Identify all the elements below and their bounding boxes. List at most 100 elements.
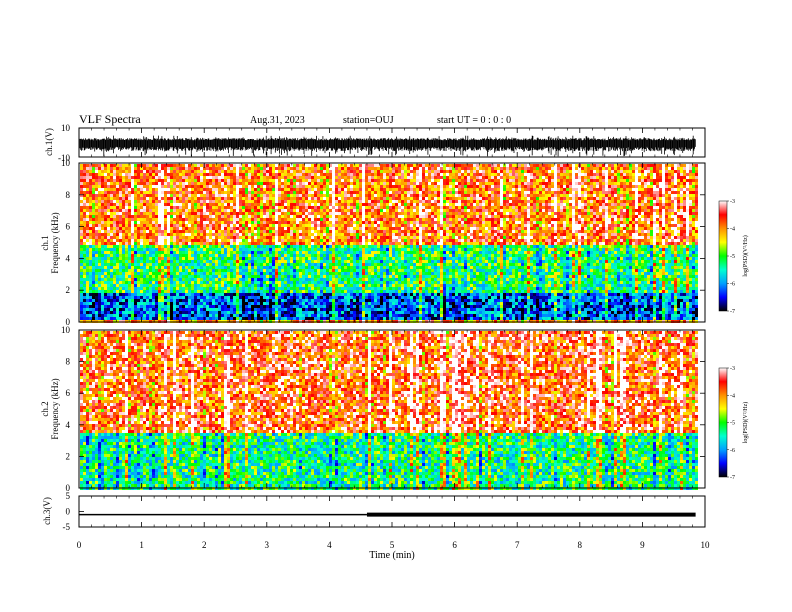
spectrogram-cell	[101, 305, 104, 308]
spectrogram-cell	[218, 260, 221, 263]
spectrogram-cell	[143, 281, 146, 284]
spectrogram-cell	[110, 188, 113, 191]
spectrogram-cell	[155, 209, 158, 212]
spectrogram-cell	[203, 248, 206, 251]
spectrogram-cell	[260, 308, 263, 311]
spectrogram-cell	[215, 317, 218, 320]
spectrogram-cell	[242, 317, 245, 320]
spectrogram-cell	[251, 227, 254, 230]
spectrogram-cell	[110, 239, 113, 242]
spectrogram-cell	[140, 170, 143, 173]
spectrogram-cell	[161, 260, 164, 263]
spectrogram-cell	[113, 176, 116, 179]
spectrogram-cell	[260, 302, 263, 305]
spectrogram-cell	[302, 227, 305, 230]
spectrogram-cell	[146, 254, 149, 257]
spectrogram-cell	[89, 296, 92, 299]
spectrogram-cell	[263, 242, 266, 245]
spectrogram-cell	[236, 284, 239, 287]
spectrogram-cell	[227, 287, 230, 290]
spectrogram-cell	[167, 230, 170, 233]
spectrogram-cell	[284, 287, 287, 290]
spectrogram-cell	[155, 176, 158, 179]
spectrogram-cell	[167, 275, 170, 278]
spectrogram-cell	[152, 191, 155, 194]
spectrogram-cell	[260, 275, 263, 278]
spectrogram-cell	[227, 278, 230, 281]
spectrogram-cell	[146, 233, 149, 236]
spectrogram-cell	[203, 173, 206, 176]
spectrogram-cell	[182, 236, 185, 239]
spectrogram-cell	[260, 305, 263, 308]
spectrogram-cell	[254, 263, 257, 266]
spectrogram-cell	[161, 203, 164, 206]
spectrogram-cell	[170, 290, 173, 293]
spectrogram-cell	[287, 224, 290, 227]
spectrogram-cell	[140, 209, 143, 212]
spectrogram-cell	[152, 212, 155, 215]
spectrogram-cell	[278, 203, 281, 206]
spectrogram-cell	[149, 266, 152, 269]
spectrogram-cell	[185, 167, 188, 170]
spectrogram-cell	[218, 254, 221, 257]
spectrogram-cell	[164, 278, 167, 281]
spectrogram-cell	[239, 299, 242, 302]
spectrogram-cell	[248, 248, 251, 251]
spectrogram-cell	[227, 212, 230, 215]
spectrogram-cell	[89, 266, 92, 269]
spectrogram-cell	[86, 182, 89, 185]
spectrogram-cell	[98, 308, 101, 311]
spectrogram-cell	[245, 167, 248, 170]
spectrogram-cell	[149, 314, 152, 317]
spectrogram-cell	[242, 230, 245, 233]
spectrogram-cell	[248, 275, 251, 278]
spectrogram-cell	[137, 287, 140, 290]
spectrogram-cell	[125, 167, 128, 170]
spectrogram-cell	[125, 164, 128, 167]
spectrogram-cell	[242, 176, 245, 179]
spectrogram-cell	[143, 167, 146, 170]
spectrogram-cell	[86, 248, 89, 251]
spectrogram-cell	[101, 200, 104, 203]
spectrogram-cell	[263, 317, 266, 320]
spectrogram-cell	[152, 224, 155, 227]
spectrogram-cell	[131, 302, 134, 305]
spectrogram-cell	[284, 269, 287, 272]
spectrogram-cell	[161, 200, 164, 203]
spectrogram-cell	[278, 263, 281, 266]
spectrogram-cell	[242, 251, 245, 254]
spectrogram-cell	[287, 254, 290, 257]
spectrogram-cell	[248, 191, 251, 194]
spectrogram-cell	[158, 239, 161, 242]
spectrogram-cell	[92, 269, 95, 272]
spectrogram-cell	[164, 254, 167, 257]
spectrogram-cell	[299, 209, 302, 212]
spectrogram-cell	[260, 254, 263, 257]
spectrogram-cell	[254, 227, 257, 230]
spectrogram-cell	[236, 236, 239, 239]
spectrogram-cell	[233, 200, 236, 203]
spectrogram-cell	[233, 263, 236, 266]
spectrogram-cell	[203, 170, 206, 173]
spectrogram-cell	[176, 188, 179, 191]
spectrogram-cell	[281, 308, 284, 311]
spectrogram-cell	[80, 164, 83, 167]
spectrogram-cell	[164, 287, 167, 290]
spectrogram-cell	[281, 263, 284, 266]
spectrogram-cell	[191, 251, 194, 254]
date-label: Aug.31, 2023	[250, 115, 305, 126]
spectrogram-cell	[251, 287, 254, 290]
spectrogram-cell	[170, 179, 173, 182]
spectrogram-cell	[290, 317, 293, 320]
spectrogram-cell	[254, 170, 257, 173]
spectrogram-cell	[125, 224, 128, 227]
spectrogram-cell	[176, 260, 179, 263]
spectrogram-cell	[179, 302, 182, 305]
spectrogram-cell	[128, 203, 131, 206]
spectrogram-cell	[236, 212, 239, 215]
spectrogram-cell	[80, 290, 83, 293]
spectrogram-cell	[194, 293, 197, 296]
spectrogram-cell	[287, 176, 290, 179]
spectrogram-cell	[107, 221, 110, 224]
spectrogram-cell	[218, 251, 221, 254]
